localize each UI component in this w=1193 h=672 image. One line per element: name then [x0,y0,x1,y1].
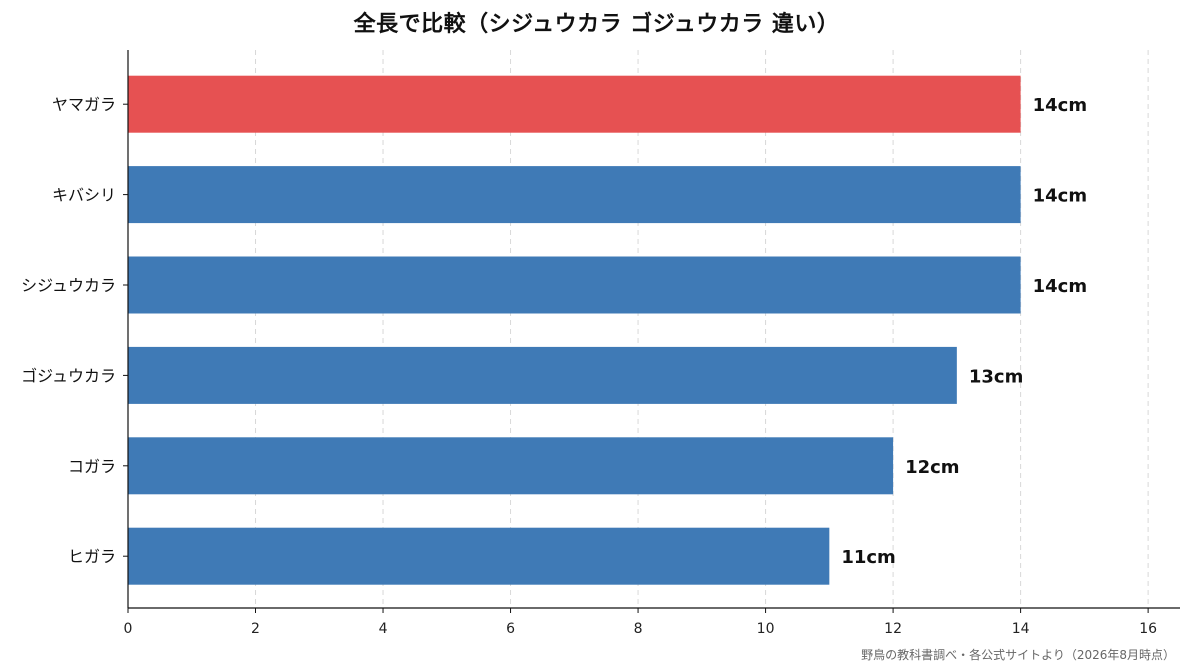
axes: 0 2 4 6 8 10 12 14 16 [123,50,1180,637]
chart-title: 全長で比較（シジュウカラ ゴジュウカラ 違い） [353,12,840,37]
grid-lines [255,50,1149,608]
bar [128,437,894,495]
data-label: 14cm [1033,276,1087,297]
category-label: シジュウカラ [21,276,116,295]
source-note: 野鳥の教科書調べ・各公式サイトより（2026年8月時点） [861,648,1175,662]
data-label: 11cm [841,547,895,568]
x-tick-label: 4 [379,621,388,637]
bars [128,75,1021,585]
bar [128,166,1021,224]
x-tick-label: 16 [1139,621,1157,637]
x-tick-label: 14 [1012,621,1030,637]
x-tick-label: 8 [634,621,643,637]
data-label: 13cm [969,366,1023,387]
x-tick-label: 6 [506,621,515,637]
labels: ヤマガラ 14cm キバシリ 14cm シジュウカラ 14cm ゴジュウカラ 13cm コガラ 1… [21,95,1087,568]
category-label: キバシリ [52,186,116,205]
bar [128,527,830,585]
x-tick-label: 2 [251,621,260,637]
category-label: コガラ [68,457,116,476]
data-label: 14cm [1033,95,1087,116]
x-tick-label: 10 [757,621,775,637]
data-label: 12cm [905,457,959,478]
x-tick-label: 12 [884,621,902,637]
category-label: ヤマガラ [52,95,116,114]
x-tick-label: 0 [124,621,133,637]
bar [128,75,1021,133]
bar [128,346,957,404]
category-label: ゴジュウカラ [21,366,116,385]
bar [128,256,1021,314]
data-label: 14cm [1033,186,1087,207]
category-label: ヒガラ [68,547,116,566]
